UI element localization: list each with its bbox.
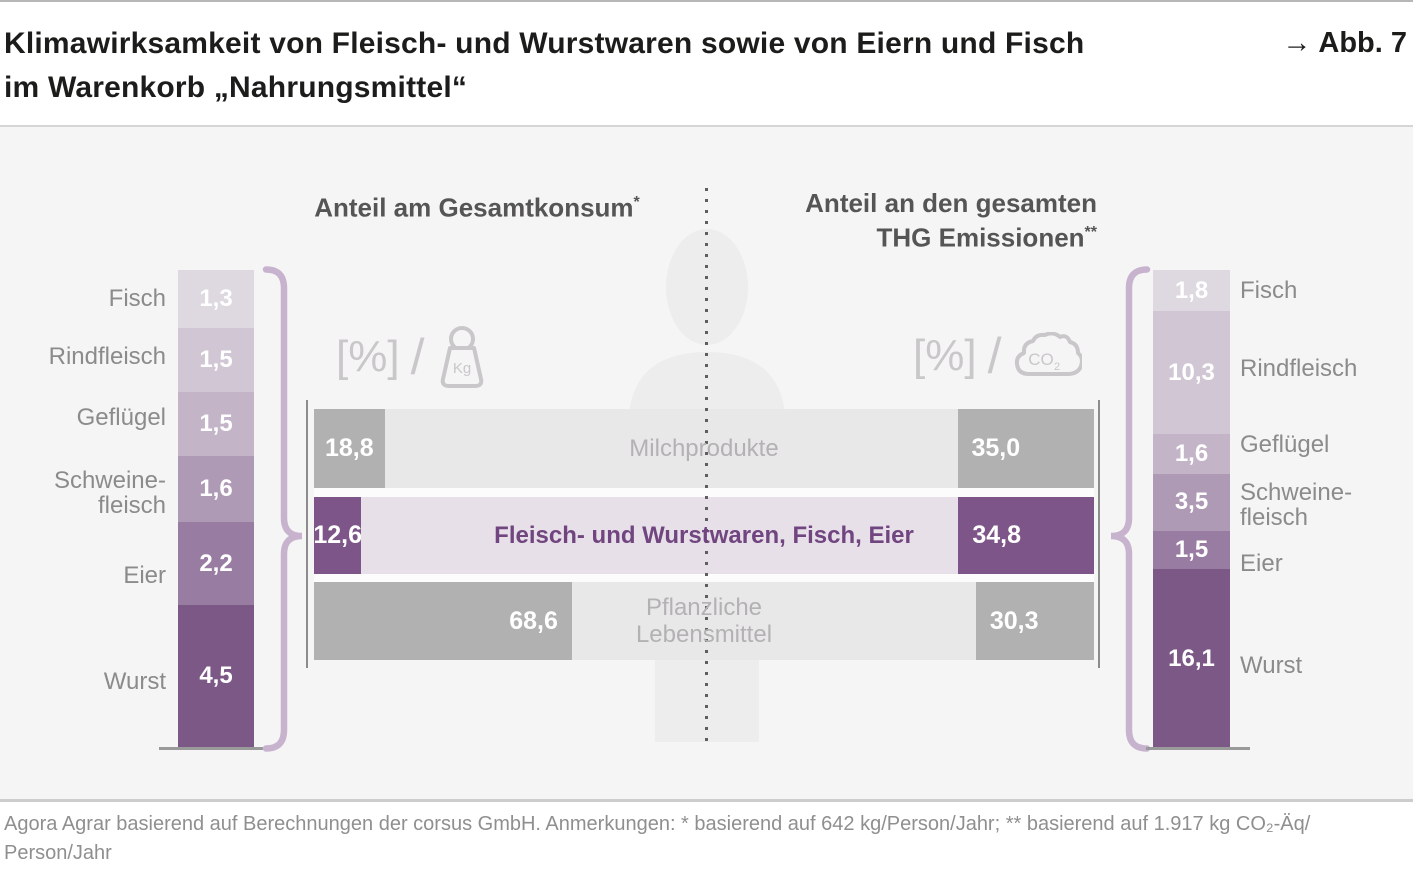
row-fill [571,582,976,660]
row-right-value-bar: 35,0 [957,409,1094,488]
row-left-value-bar: 12,6 [313,497,362,574]
right-axis-title: Anteil an den gesamten THG Emissionen** [697,188,1097,253]
category-label: Rindfleisch [48,343,166,371]
bar-segment: 1,3 [178,270,254,329]
row-label: Pflanzliche Lebensmittel [635,594,773,648]
category-label: Eier [123,562,166,590]
category-label: Fisch [108,284,166,312]
page-title: Klimawirksamkeit von Fleisch- und Wurstw… [4,27,1085,104]
category-label: Wurst [103,667,166,695]
row-left-value-bar: 68,6 [314,582,572,660]
svg-text:CO: CO [1029,350,1055,369]
footnote-marker: ** [1084,224,1097,241]
bar-segment: 1,6 [1153,434,1230,474]
row-right-value-bar: 34,8 [958,497,1094,574]
emissions-bar-labels: Fisch Rindfleisch Geflügel Schweine- fle… [1240,270,1410,748]
row-gap [314,574,1094,582]
consumption-bar-labels: Fisch Rindfleisch Geflügel Schweine- fle… [26,270,166,748]
left-axis-title-text: Anteil am Gesamtkonsum [314,192,634,223]
row-gap [314,488,1094,497]
bar-segment: 1,5 [178,328,254,393]
footnote-marker: * [633,194,640,211]
right-brace [1110,266,1151,752]
left-axis-title: Anteil am Gesamtkonsum* [277,188,677,223]
co2-cloud-icon: CO 2 [1015,332,1083,376]
row-right-value-bar: 30,3 [975,582,1094,660]
bar-segment: 16,1 [1153,569,1230,748]
category-label: Wurst [1240,651,1303,679]
row-fleisch-wurst-fisch-eier: 12,6 34,8 Fleisch- und Wurstwaren, Fisch… [313,497,1094,574]
category-label: Geflügel [1240,431,1330,459]
figure-reference: → Abb. 7 [1282,27,1407,59]
right-axis-title-line1: Anteil an den gesamten [805,188,1097,218]
row-label: Milchprodukte [629,435,779,462]
category-label: Schweine- fleisch [53,466,166,519]
bar-segment: 1,5 [1153,531,1230,570]
kg-bag-icon: Kg [441,326,484,388]
right-unit-legend: [%] / CO 2 [913,324,1083,388]
left-axis-line [306,400,308,668]
left-brace [262,266,303,752]
category-label: Schweine- fleisch [1240,478,1353,531]
source-note: Agora Agrar basierend auf Berechnungen d… [4,813,1311,864]
svg-text:2: 2 [1054,361,1060,373]
left-unit-legend: [%] / Kg [336,324,489,390]
row-fill [384,409,958,488]
bar-segment: 4,5 [178,604,254,748]
emissions-stacked-bar: 1,8 10,3 1,6 3,5 1,5 16,1 [1153,270,1230,748]
bar-segment: 10,3 [1153,311,1230,435]
row-pflanzliche-lebensmittel: 68,6 30,3 Pflanzliche Lebensmittel [314,582,1094,660]
bar-segment: 1,6 [178,455,254,523]
slash-separator: / [410,329,425,385]
row-milchprodukte: 18,8 35,0 Milchprodukte [314,409,1094,488]
category-label: Geflügel [76,404,166,432]
row-left-value-bar: 18,8 [314,409,385,488]
right-axis-line [1098,400,1100,668]
left-bar-baseline [159,747,263,750]
bar-segment: 1,8 [1153,270,1230,312]
footer-divider [0,799,1413,802]
percent-symbol: [%] [913,331,977,380]
right-axis-title-line2: THG Emissionen** [876,222,1098,253]
category-label: Eier [1240,550,1283,578]
row-label: Fleisch- und Wurstwaren, Fisch, Eier [494,522,914,549]
percent-symbol: [%] [336,332,400,381]
row-fill [361,497,959,574]
top-divider [0,0,1413,2]
center-divider-dotted-line [705,188,708,745]
bar-segment: 1,5 [178,392,254,456]
bar-segment: 3,5 [1153,473,1230,532]
category-label: Rindfleisch [1240,354,1358,382]
category-label: Fisch [1240,276,1298,304]
slash-separator: / [987,328,1002,384]
svg-text:Kg: Kg [453,360,471,377]
bar-segment: 2,2 [178,522,254,605]
consumption-stacked-bar: 1,3 1,5 1,5 1,6 2,2 4,5 [178,270,254,748]
right-bar-baseline [1146,747,1250,750]
title-divider [0,125,1413,127]
